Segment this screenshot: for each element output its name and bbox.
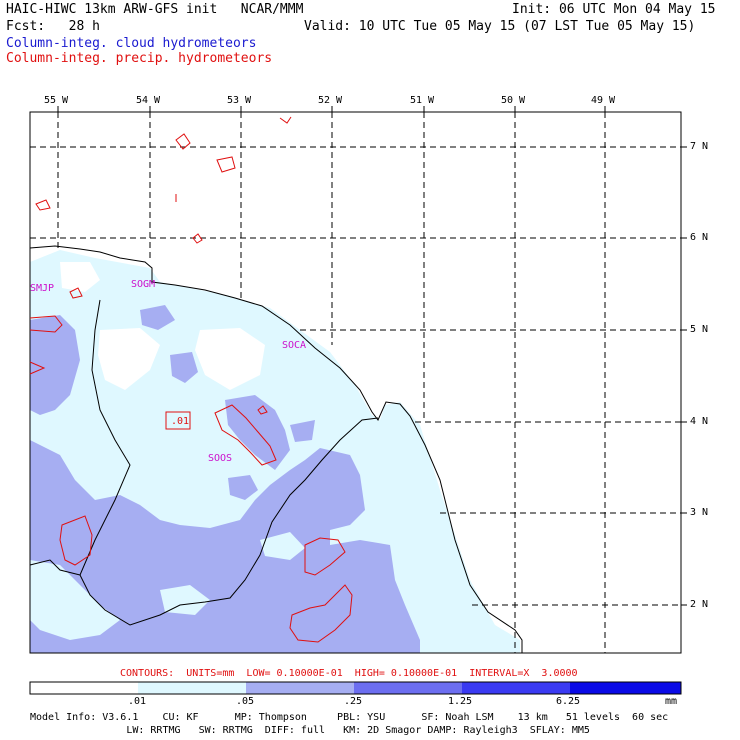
colorbar-segment [570,682,681,694]
cloud-shade-mid [290,420,315,442]
colorbar-frame [29,681,682,695]
forecast-hour: Fcst: 28 h [6,19,100,34]
lon-label: 49 W [591,95,616,106]
cloud-shade-mid [228,475,258,500]
precip-contours [29,116,353,643]
model-info-line1: Model Info: V3.6.1 CU: KF MP: Thompson P… [30,712,669,723]
colorbar-unit: mm [665,696,678,707]
field-precip-label: Column-integ. precip. hydrometeors [6,51,273,66]
colorbar-tick: .01 [128,696,147,707]
lat-label: 7 N [690,141,709,152]
colorbar-segment [138,682,246,694]
contour-value-label: .01 [171,416,190,427]
cloud-shade-mid [30,315,80,415]
title-line: HAIC-HIWC 13km ARW-GFS init NCAR/MMM [6,2,304,17]
axis-ticks [57,106,687,606]
lat-label: 4 N [690,416,709,427]
contour-info: CONTOURS: UNITS=mm LOW= 0.10000E-01 HIGH… [120,668,578,679]
init-time: Init: 06 UTC Mon 04 May 15 [512,2,716,17]
colorbar-tick: .25 [344,696,363,707]
coastline [29,245,523,653]
station-label: SMJP [30,283,55,294]
lon-label: 52 W [318,95,343,106]
model-info-line2: LW: RRTMG SW: RRTMG DIFF: full KM: 2D Sm… [30,725,590,736]
no-cloud-area [98,328,160,390]
lon-label: 54 W [136,95,161,106]
colorbar-tick: 1.25 [448,696,473,707]
colorbar-tick: 6.25 [556,696,581,707]
lat-label: 6 N [690,232,709,243]
colorbar-segment [462,682,570,694]
contour-label-box [165,411,191,430]
station-label: SOOS [208,453,233,464]
cloud-shade-light [160,585,210,615]
valid-time: Valid: 10 UTC Tue 05 May 15 (07 LST Tue … [304,19,696,34]
colorbar-segment [30,682,138,694]
lat-label: 5 N [690,324,709,335]
no-cloud-area [60,262,100,292]
cloud-shade-mid [30,440,420,653]
no-cloud-area [195,328,265,390]
map-frame [29,111,682,654]
lon-label: 53 W [227,95,252,106]
graticule [30,112,681,653]
cloud-shade-light [260,532,305,560]
lat-label: 3 N [690,507,709,518]
station-label: SOGM [131,279,156,290]
lon-label: 51 W [410,95,435,106]
colorbar-tick: .05 [236,696,255,707]
colorbar-segment [246,682,354,694]
lon-label: 55 W [44,95,69,106]
station-label: SOCA [282,340,307,351]
colorbar-segment [354,682,462,694]
field-cloud-label: Column-integ. cloud hydrometeors [6,36,257,51]
lat-label: 2 N [690,599,709,610]
cloud-shade-light [30,560,120,640]
lon-label: 50 W [501,95,526,106]
cloud-shade-mid [170,352,198,383]
cloud-shade-mid [140,305,175,330]
